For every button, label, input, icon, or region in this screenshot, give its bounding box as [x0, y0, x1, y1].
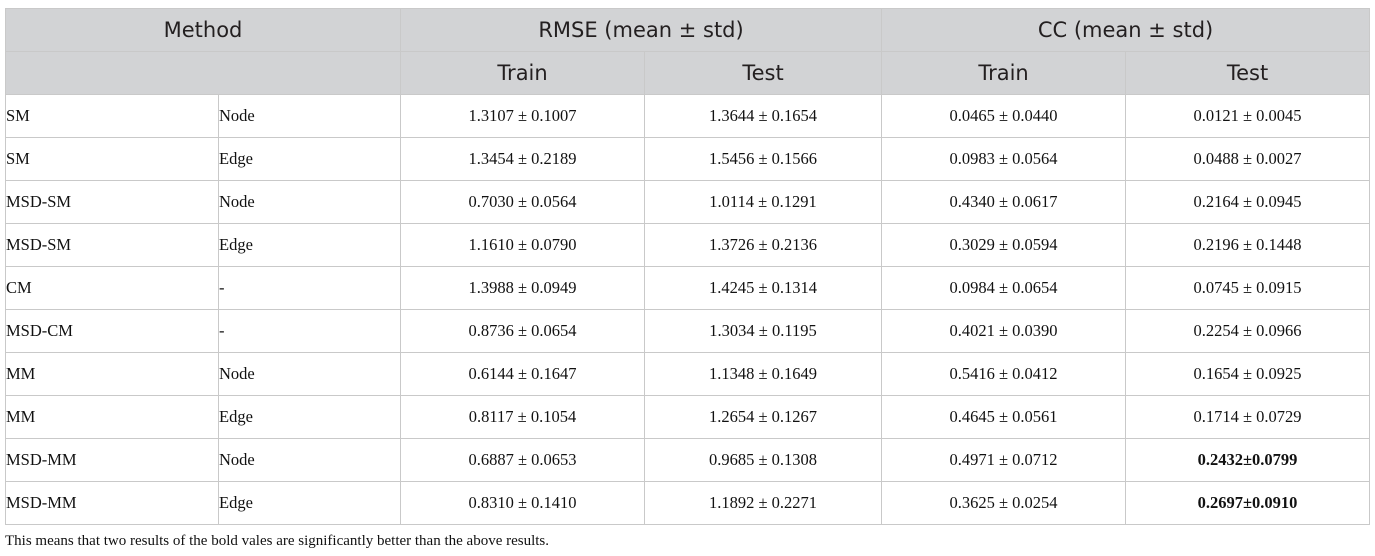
cell-cc-train: 0.5416 ± 0.0412 [881, 352, 1127, 396]
table-row: MSD-MM Node 0.6887 ± 0.0653 0.9685 ± 0.1… [5, 438, 1371, 482]
cell-type: Node [217, 94, 402, 138]
cell-method: MSD-MM [5, 481, 219, 525]
header-rmse-test: Test [644, 51, 883, 95]
cell-cc-test: 0.2254 ± 0.0966 [1125, 309, 1371, 353]
cell-type: Node [217, 180, 402, 224]
cell-type: Edge [217, 223, 402, 267]
results-table: Method RMSE (mean ± std) CC (mean ± std)… [4, 8, 1371, 525]
cell-rmse-test: 1.1348 ± 0.1649 [644, 352, 883, 396]
cell-cc-train: 0.3625 ± 0.0254 [881, 481, 1127, 525]
cell-rmse-test: 0.9685 ± 0.1308 [644, 438, 883, 482]
cell-cc-train: 0.3029 ± 0.0594 [881, 223, 1127, 267]
cell-method: MSD-MM [5, 438, 219, 482]
cell-cc-test: 0.1714 ± 0.0729 [1125, 395, 1371, 439]
header-cc: CC (mean ± std) [881, 8, 1371, 52]
cell-rmse-test: 1.3644 ± 0.1654 [644, 94, 883, 138]
table-row: MSD-CM - 0.8736 ± 0.0654 1.3034 ± 0.1195… [5, 309, 1371, 353]
cell-method: CM [5, 266, 219, 310]
table-row: MSD-MM Edge 0.8310 ± 0.1410 1.1892 ± 0.2… [5, 481, 1371, 525]
cell-cc-train: 0.4971 ± 0.0712 [881, 438, 1127, 482]
cell-cc-test: 0.0745 ± 0.0915 [1125, 266, 1371, 310]
cell-rmse-train: 0.8310 ± 0.1410 [400, 481, 646, 525]
header-rmse-train: Train [400, 51, 646, 95]
cell-rmse-train: 0.6887 ± 0.0653 [400, 438, 646, 482]
table-row: CM - 1.3988 ± 0.0949 1.4245 ± 0.1314 0.0… [5, 266, 1371, 310]
cell-cc-train: 0.0465 ± 0.0440 [881, 94, 1127, 138]
cell-method: SM [5, 137, 219, 181]
cell-method: MSD-SM [5, 223, 219, 267]
cell-rmse-test: 1.2654 ± 0.1267 [644, 395, 883, 439]
cell-cc-test: 0.2196 ± 0.1448 [1125, 223, 1371, 267]
cell-rmse-train: 1.3454 ± 0.2189 [400, 137, 646, 181]
cell-type: Node [217, 438, 402, 482]
table-row: SM Edge 1.3454 ± 0.2189 1.5456 ± 0.1566 … [5, 137, 1371, 181]
table-header: Method RMSE (mean ± std) CC (mean ± std)… [4, 8, 1371, 95]
cell-cc-test: 0.2164 ± 0.0945 [1125, 180, 1371, 224]
cell-cc-train: 0.0984 ± 0.0654 [881, 266, 1127, 310]
header-row-top: Method RMSE (mean ± std) CC (mean ± std) [4, 8, 1371, 52]
table-row: MSD-SM Edge 1.1610 ± 0.0790 1.3726 ± 0.2… [5, 223, 1371, 267]
cell-type: - [217, 266, 402, 310]
cell-rmse-test: 1.4245 ± 0.1314 [644, 266, 883, 310]
cell-rmse-test: 1.3034 ± 0.1195 [644, 309, 883, 353]
cell-rmse-train: 1.3988 ± 0.0949 [400, 266, 646, 310]
cell-method: MM [5, 352, 219, 396]
cell-type: Node [217, 352, 402, 396]
header-cc-train: Train [881, 51, 1127, 95]
cell-rmse-test: 1.3726 ± 0.2136 [644, 223, 883, 267]
cell-method: SM [5, 94, 219, 138]
cell-cc-test: 0.0488 ± 0.0027 [1125, 137, 1371, 181]
cell-method: MSD-CM [5, 309, 219, 353]
cell-rmse-train: 1.3107 ± 0.1007 [400, 94, 646, 138]
cell-cc-train: 0.4340 ± 0.0617 [881, 180, 1127, 224]
cell-rmse-test: 1.1892 ± 0.2271 [644, 481, 883, 525]
header-method: Method [4, 8, 402, 52]
cell-type: Edge [217, 137, 402, 181]
cell-method: MSD-SM [5, 180, 219, 224]
header-rmse: RMSE (mean ± std) [400, 8, 883, 52]
cell-rmse-train: 0.8736 ± 0.0654 [400, 309, 646, 353]
cell-method: MM [5, 395, 219, 439]
cell-cc-test: 0.1654 ± 0.0925 [1125, 352, 1371, 396]
cell-type: Edge [217, 395, 402, 439]
cell-cc-train: 0.4021 ± 0.0390 [881, 309, 1127, 353]
cell-rmse-train: 0.8117 ± 0.1054 [400, 395, 646, 439]
cell-type: - [217, 309, 402, 353]
cell-rmse-test: 1.5456 ± 0.1566 [644, 137, 883, 181]
table-row: MSD-SM Node 0.7030 ± 0.0564 1.0114 ± 0.1… [5, 180, 1371, 224]
cell-cc-train: 0.0983 ± 0.0564 [881, 137, 1127, 181]
cell-type: Edge [217, 481, 402, 525]
cell-rmse-test: 1.0114 ± 0.1291 [644, 180, 883, 224]
cell-cc-test-bold: 0.2432±0.0799 [1125, 438, 1371, 482]
header-cc-test: Test [1125, 51, 1371, 95]
cell-rmse-train: 1.1610 ± 0.0790 [400, 223, 646, 267]
cell-cc-test-bold: 0.2697±0.0910 [1125, 481, 1371, 525]
header-row-bottom: Train Test Train Test [4, 51, 1371, 95]
cell-rmse-train: 0.6144 ± 0.1647 [400, 352, 646, 396]
header-blank [4, 51, 402, 95]
cell-rmse-train: 0.7030 ± 0.0564 [400, 180, 646, 224]
cell-cc-train: 0.4645 ± 0.0561 [881, 395, 1127, 439]
table-row: SM Node 1.3107 ± 0.1007 1.3644 ± 0.1654 … [5, 94, 1371, 138]
table-row: MM Edge 0.8117 ± 0.1054 1.2654 ± 0.1267 … [5, 395, 1371, 439]
cell-cc-test: 0.0121 ± 0.0045 [1125, 94, 1371, 138]
table-row: MM Node 0.6144 ± 0.1647 1.1348 ± 0.1649 … [5, 352, 1371, 396]
table-footnote: This means that two results of the bold … [5, 533, 550, 549]
table-body: SM Node 1.3107 ± 0.1007 1.3644 ± 0.1654 … [5, 94, 1371, 525]
